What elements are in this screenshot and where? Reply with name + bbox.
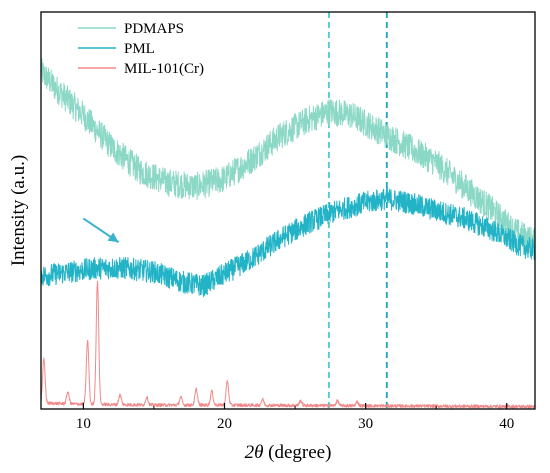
- plot-area: [41, 12, 535, 409]
- x-axis-title-symbol: 2θ: [245, 442, 264, 463]
- series-line-mil-101-cr-: [41, 280, 535, 409]
- legend-label: PML: [124, 41, 155, 57]
- arrow-annotation-head: [107, 232, 119, 243]
- x-tick-label: 20: [217, 416, 232, 432]
- x-axis-title: 2θ (degree): [245, 442, 332, 463]
- series-line-pdmaps: [41, 58, 535, 256]
- legend-label: MIL-101(Cr): [124, 61, 204, 77]
- x-tick-label: 40: [499, 416, 514, 432]
- legend-label: PDMAPS: [124, 21, 184, 37]
- y-axis-title: Intensity (a.u.): [8, 155, 29, 266]
- x-tick-label: 10: [76, 416, 91, 432]
- x-axis-ticks: 10 20 30 40: [76, 403, 514, 432]
- x-tick-label: 30: [358, 416, 373, 432]
- series-line-pml: [41, 187, 535, 298]
- legend: PDMAPS PML MIL-101(Cr): [78, 21, 204, 77]
- x-axis-title-unit: (degree): [263, 442, 331, 463]
- plot-frame: [40, 11, 536, 410]
